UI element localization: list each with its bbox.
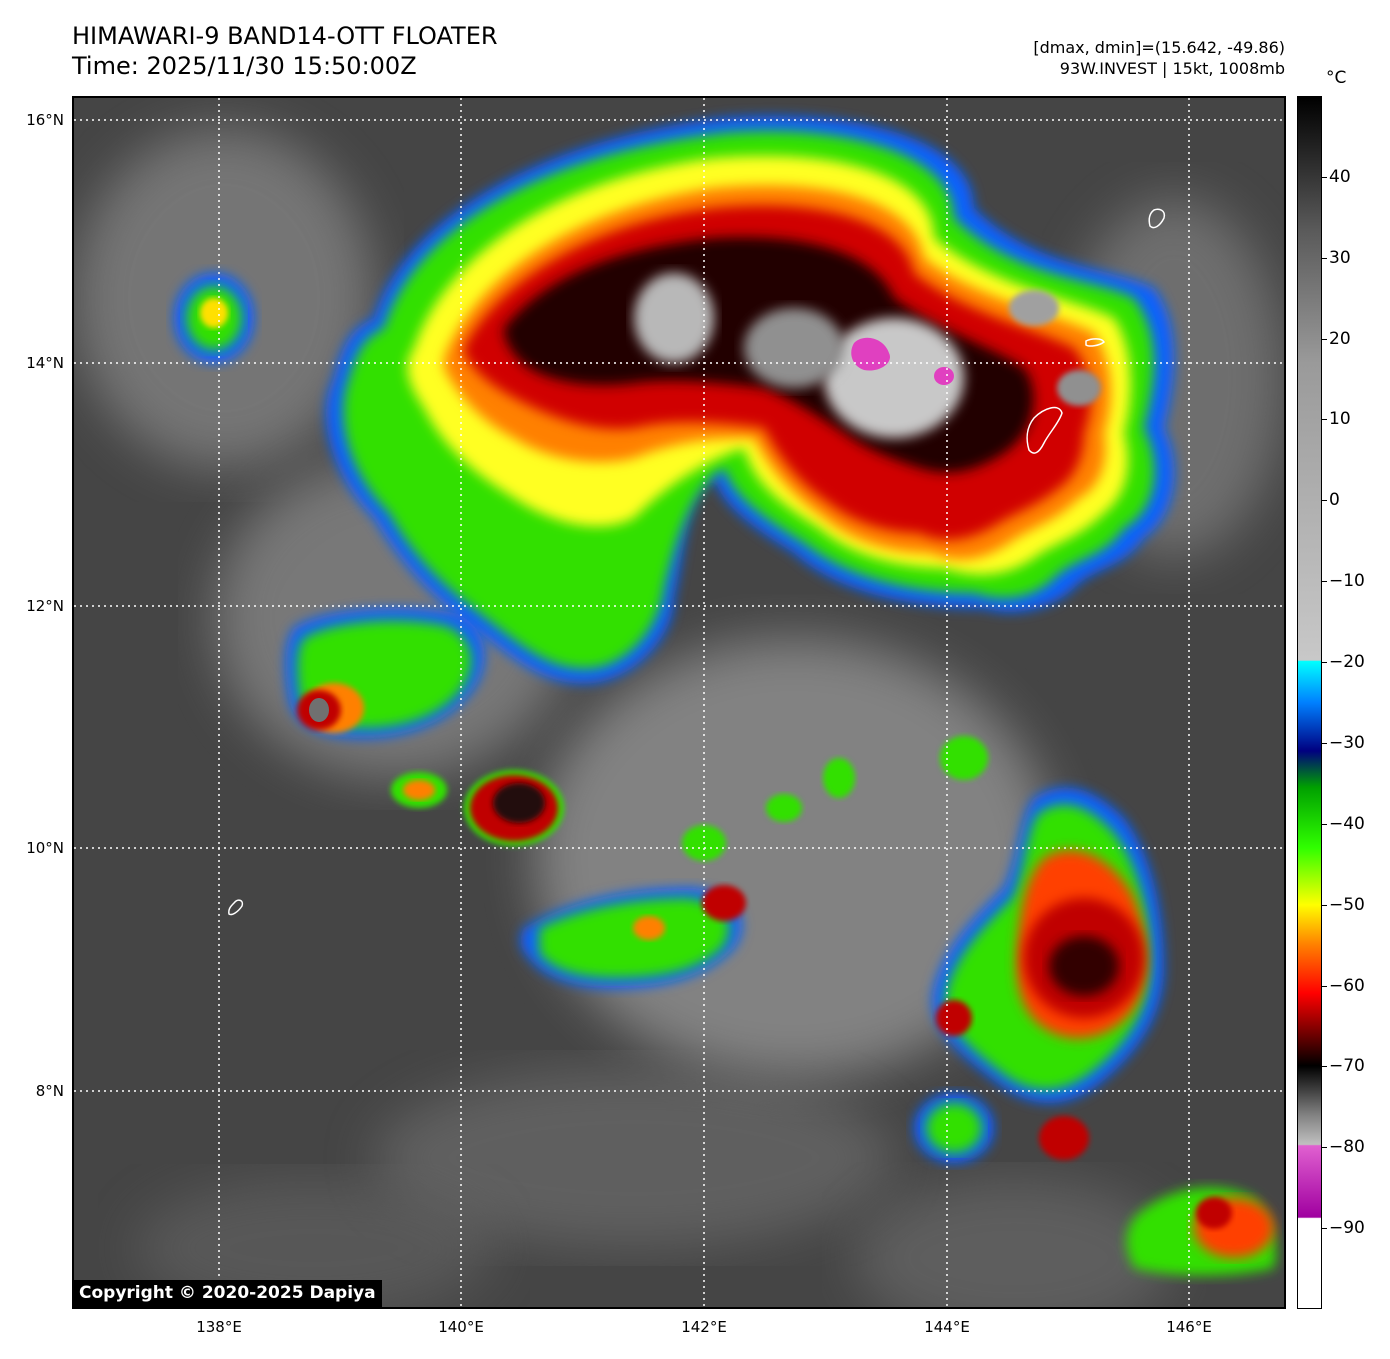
colorbar-unit: °C bbox=[1326, 68, 1347, 88]
guam-outline bbox=[1026, 406, 1063, 454]
colorbar-tick-mark bbox=[1322, 257, 1327, 259]
colorbar-tick-mark bbox=[1322, 1066, 1327, 1068]
colorbar-tick-label: −80 bbox=[1329, 1137, 1365, 1158]
lon-label-142e: 142°E bbox=[681, 1318, 727, 1336]
colorbar-tick-label: 0 bbox=[1329, 490, 1340, 511]
colorbar-tick-label: −70 bbox=[1329, 1056, 1365, 1077]
saipan-outline bbox=[1148, 208, 1166, 229]
colorbar-tick-mark bbox=[1322, 500, 1327, 502]
colorbar-tick-label: −50 bbox=[1329, 894, 1365, 915]
yap-outline bbox=[228, 899, 244, 916]
colorbar-tick-mark bbox=[1322, 985, 1327, 987]
colorbar-tick-mark bbox=[1322, 662, 1327, 664]
satellite-imagery bbox=[74, 98, 1284, 1307]
lat-label-14n: 14°N bbox=[26, 354, 64, 372]
colorbar-tick-label: −30 bbox=[1329, 732, 1365, 753]
satellite-map: Copyright © 2020-2025 Dapiya bbox=[72, 96, 1286, 1309]
lat-label-12n: 12°N bbox=[26, 597, 64, 615]
colorbar-tick-label: −90 bbox=[1329, 1218, 1365, 1239]
southeast-cloud-cluster bbox=[914, 787, 1276, 1276]
colorbar-tick-label: 20 bbox=[1329, 328, 1351, 349]
colorbar-tick-label: −20 bbox=[1329, 652, 1365, 673]
island-outlines bbox=[228, 208, 1166, 916]
west-cloud-cluster bbox=[174, 273, 485, 808]
colorbar-tick-label: −60 bbox=[1329, 975, 1365, 996]
colorbar-tick-label: −40 bbox=[1329, 813, 1365, 834]
lat-label-10n: 10°N bbox=[26, 839, 64, 857]
colorbar-tick-mark bbox=[1322, 419, 1327, 421]
lon-label-146e: 146°E bbox=[1166, 1318, 1212, 1336]
rota-outline bbox=[1085, 338, 1105, 347]
info-dmax-dmin: [dmax, dmin]=(15.642, -49.86) bbox=[1033, 38, 1285, 57]
lat-lon-grid bbox=[74, 98, 1284, 1307]
info-storm: 93W.INVEST | 15kt, 1008mb bbox=[1059, 59, 1285, 78]
colorbar-tick-label: 40 bbox=[1329, 166, 1351, 187]
colorbar-tick-mark bbox=[1322, 176, 1327, 178]
colorbar-tick-mark bbox=[1322, 1147, 1327, 1149]
lat-label-16n: 16°N bbox=[26, 111, 64, 129]
colorbar-tick-mark bbox=[1322, 742, 1327, 744]
mid-cloud-cluster bbox=[464, 736, 988, 988]
colorbar-tick-label: 10 bbox=[1329, 409, 1351, 430]
colorbar-tick-mark bbox=[1322, 904, 1327, 906]
colorbar-tick-mark bbox=[1322, 581, 1327, 583]
lon-label-140e: 140°E bbox=[438, 1318, 484, 1336]
lat-label-8n: 8°N bbox=[35, 1082, 64, 1100]
colorbar-tick-mark bbox=[1322, 823, 1327, 825]
copyright-notice: Copyright © 2020-2025 Dapiya bbox=[74, 1280, 382, 1307]
colorbar bbox=[1297, 96, 1322, 1309]
colorbar-tick-mark bbox=[1322, 1228, 1327, 1230]
colorbar-tick-mark bbox=[1322, 338, 1327, 340]
title-line-2: Time: 2025/11/30 15:50:00Z bbox=[72, 52, 417, 80]
main-convective-system bbox=[326, 116, 1175, 684]
lon-label-138e: 138°E bbox=[196, 1318, 242, 1336]
colorbar-tick-label: −10 bbox=[1329, 571, 1365, 592]
colorbar-tick-label: 30 bbox=[1329, 247, 1351, 268]
title-line-1: HIMAWARI-9 BAND14-OTT FLOATER bbox=[72, 22, 498, 50]
lon-label-144e: 144°E bbox=[924, 1318, 970, 1336]
